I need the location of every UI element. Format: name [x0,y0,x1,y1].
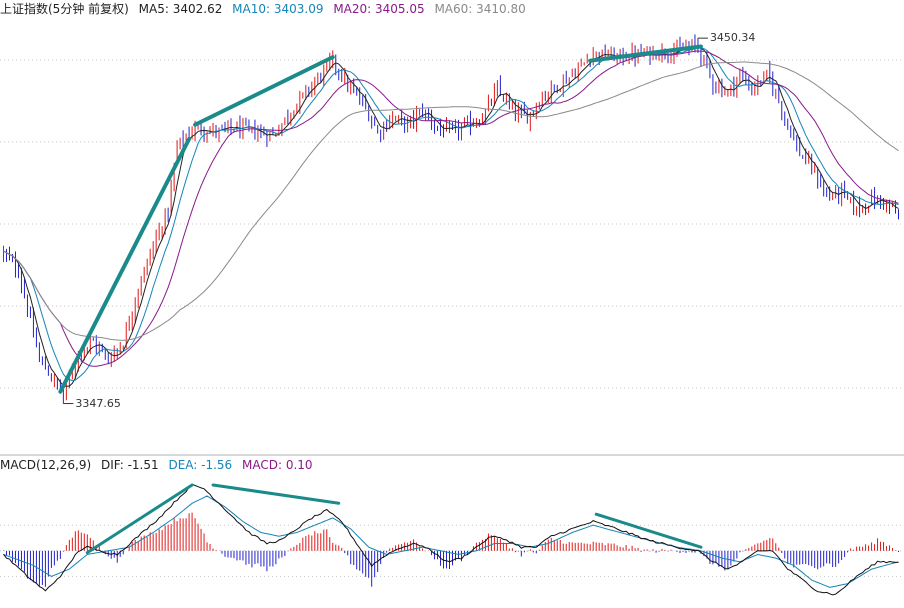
macd-trend-line [211,483,341,505]
macd-trend-line [85,483,194,555]
price-trend-line [588,44,703,63]
price-chart-title: 上证指数(5分钟 前复权) [0,2,129,16]
price-trend-line [58,136,192,394]
dea-line [3,495,899,588]
legend-ma10: MA10: 3403.09 [232,2,324,16]
ma5-line [3,45,899,387]
ma20-line [3,50,899,367]
price-chart-legend: 上证指数(5分钟 前复权) MA5: 3402.62 MA10: 3403.09… [0,1,532,17]
legend-dif: DIF: -1.51 [100,458,159,472]
high-price-label: 3450.34 [709,31,756,45]
ma10-line [3,47,899,382]
macd-legend: MACD(12,26,9) DIF: -1.51 DEA: -1.56 MACD… [0,457,319,473]
legend-ma60: MA60: 3410.80 [434,2,526,16]
macd-trend-line [594,512,703,549]
legend-ma5: MA5: 3402.62 [138,2,223,16]
legend-dea: DEA: -1.56 [168,458,233,472]
legend-ma20: MA20: 3405.05 [333,2,425,16]
low-price-label: 3347.65 [75,396,121,410]
dif-line [3,483,899,596]
macd-title: MACD(12,26,9) [0,458,92,472]
legend-macd: MACD: 0.10 [242,458,313,472]
price-trend-line [193,55,335,127]
ma60-line [3,61,899,341]
